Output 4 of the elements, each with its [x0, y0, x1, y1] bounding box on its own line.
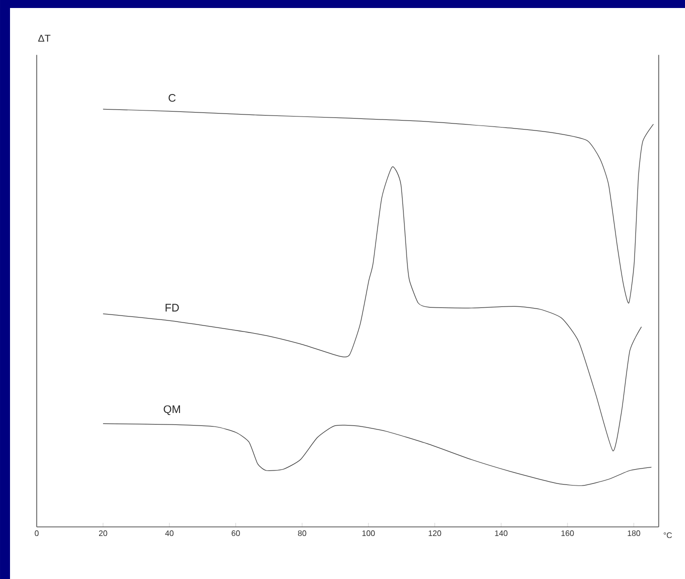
series-label: FD [166, 304, 179, 312]
text: ΔT [38, 34, 50, 42]
series-label: C [168, 94, 176, 102]
series-label: QM [164, 405, 180, 416]
